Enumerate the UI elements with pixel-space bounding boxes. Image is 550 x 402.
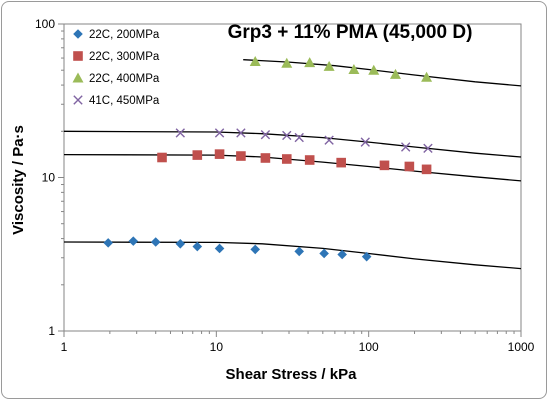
data-point-series-4 xyxy=(236,128,246,138)
y-tick-label: 1 xyxy=(48,324,55,338)
legend-marker-4 xyxy=(73,95,83,105)
data-point-series-1 xyxy=(250,244,261,255)
fit-line-series-2 xyxy=(63,153,522,182)
data-point-series-1 xyxy=(337,249,347,260)
data-point-series-4 xyxy=(294,132,304,143)
x-tick-label: 1000 xyxy=(508,340,535,354)
data-point-series-3 xyxy=(323,60,335,71)
x-tick-label: 100 xyxy=(359,340,379,354)
y-tick-label: 10 xyxy=(42,171,56,185)
legend: 22C, 200MPa 22C, 300MPa 22C, 400MPa 41C, 45… xyxy=(72,29,160,107)
data-point-series-1 xyxy=(175,238,186,249)
data-point-series-1 xyxy=(361,251,372,262)
data-point-series-1 xyxy=(319,248,329,259)
legend-marker-1 xyxy=(73,29,83,39)
data-point-series-2 xyxy=(404,161,415,172)
legend-label-2: 22C, 300MPa xyxy=(89,51,160,63)
data-point-series-4 xyxy=(400,142,411,152)
data-point-series-3 xyxy=(368,64,380,75)
y-axis-title: Viscosity / Pa·s xyxy=(10,125,27,235)
data-point-series-4 xyxy=(214,128,225,138)
data-point-series-4 xyxy=(423,143,433,153)
legend-marker-3 xyxy=(72,72,84,83)
data-point-series-4 xyxy=(360,137,370,147)
data-point-series-1 xyxy=(128,236,139,246)
y-tick-label: 100 xyxy=(35,17,55,31)
data-point-series-1 xyxy=(294,246,305,257)
data-point-series-4 xyxy=(324,135,334,145)
x-axis-title: Shear Stress / kPa xyxy=(226,366,358,383)
data-point-series-3 xyxy=(281,57,293,68)
data-point-series-3 xyxy=(304,57,316,68)
data-point-series-1 xyxy=(150,237,161,247)
data-point-series-1 xyxy=(103,238,113,248)
x-tick-label: 10 xyxy=(210,340,224,354)
fit-line-series-4 xyxy=(63,130,522,158)
data-point-series-2 xyxy=(192,150,203,160)
fit-line-series-1 xyxy=(63,241,522,270)
data-point-series-3 xyxy=(389,68,401,79)
data-point-series-2 xyxy=(281,154,292,164)
data-point-series-2 xyxy=(304,155,315,165)
data-point-series-2 xyxy=(379,160,390,171)
data-point-series-3 xyxy=(348,64,360,75)
data-point-series-2 xyxy=(157,152,167,163)
data-point-series-2 xyxy=(260,153,271,163)
data-point-series-2 xyxy=(236,151,246,161)
data-point-series-4 xyxy=(282,130,292,141)
data-point-series-4 xyxy=(175,128,185,138)
data-point-series-2 xyxy=(336,157,346,168)
data-point-series-3 xyxy=(249,55,261,66)
plot-border xyxy=(63,23,522,332)
chart-title: Grp3 + 11% PMA (45,000 D) xyxy=(228,22,473,43)
plot-area: 1 10 100 1000 1 10 100 xyxy=(35,17,535,354)
data-point-series-3 xyxy=(421,71,433,82)
data-point-series-1 xyxy=(192,241,203,252)
x-tick-label: 1 xyxy=(61,340,68,354)
legend-label-4: 41C, 450MPa xyxy=(89,95,160,107)
legend-label-1: 22C, 200MPa xyxy=(89,29,160,41)
legend-marker-2 xyxy=(73,51,83,61)
data-point-series-2 xyxy=(214,149,225,159)
data-point-series-4 xyxy=(260,130,271,140)
legend-label-3: 22C, 400MPa xyxy=(89,73,160,85)
data-point-series-1 xyxy=(214,243,225,254)
data-point-series-2 xyxy=(421,164,432,175)
